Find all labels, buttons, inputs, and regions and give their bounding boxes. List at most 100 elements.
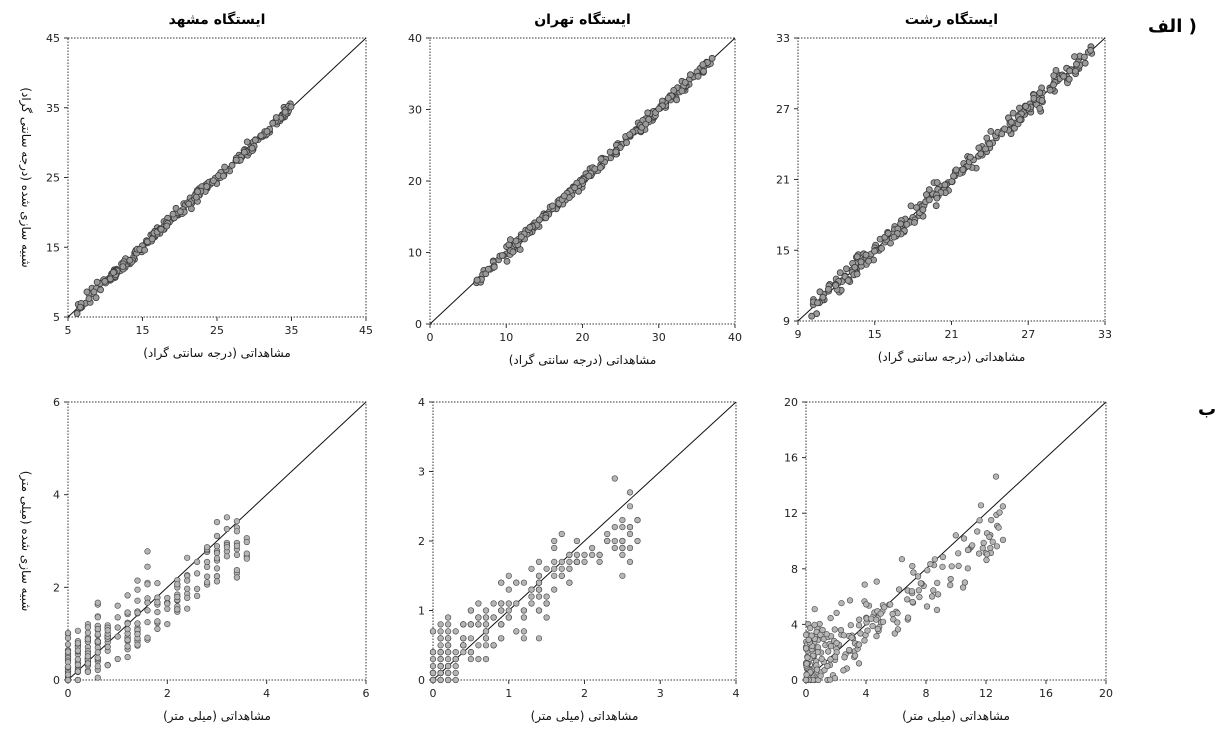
- data-point: [213, 565, 221, 572]
- data-point: [452, 669, 459, 677]
- data-point: [144, 599, 151, 606]
- data-point: [535, 635, 543, 642]
- data-point: [805, 636, 812, 644]
- data-point: [1011, 124, 1018, 132]
- x-axis-label: مشاهداتی (درجه سانتی گراد): [143, 346, 291, 361]
- data-point: [566, 551, 573, 559]
- data-point: [1073, 60, 1080, 68]
- data-point: [445, 621, 452, 628]
- data-point: [134, 609, 141, 616]
- data-point: [503, 257, 511, 265]
- data-point: [90, 288, 98, 296]
- data-point: [223, 525, 230, 533]
- y-tick-label: 8: [791, 563, 798, 576]
- y-tick-label: 15: [46, 241, 60, 254]
- y-tick-label: 30: [408, 104, 422, 117]
- data-point: [1030, 95, 1038, 102]
- data-point: [982, 145, 989, 153]
- data-point: [154, 580, 161, 587]
- data-point: [154, 608, 161, 616]
- x-tick-label: 33: [1098, 328, 1112, 341]
- data-point: [473, 276, 481, 284]
- data-point: [184, 605, 191, 612]
- data-point: [445, 642, 452, 649]
- y-tick-label: 0: [415, 318, 422, 331]
- data-point: [915, 587, 922, 594]
- data-point: [204, 558, 211, 566]
- data-point: [467, 607, 475, 614]
- data-point: [596, 558, 603, 566]
- data-point: [818, 655, 825, 663]
- data-point: [1081, 59, 1089, 67]
- y-tick-label: 4: [791, 618, 798, 631]
- data-point: [939, 553, 947, 561]
- panel-2: 0 10 20 30 40 0 10 20 30 40 ایستگاه تهران مشاهداتی …: [408, 11, 742, 368]
- data-point: [543, 593, 550, 600]
- data-point: [85, 295, 93, 303]
- data-point: [952, 166, 960, 174]
- x-tick-label: 2: [164, 687, 171, 700]
- data-point: [445, 676, 452, 684]
- data-point: [445, 655, 452, 663]
- data-point: [124, 643, 131, 650]
- data-point: [498, 579, 505, 586]
- y-tick-label: 20: [784, 396, 798, 409]
- y-tick-label: 25: [46, 172, 60, 185]
- y-tick-label: 5: [53, 311, 60, 324]
- data-point: [817, 631, 824, 639]
- data-point: [520, 628, 528, 635]
- data-point: [437, 655, 444, 663]
- x-tick-label: 0: [430, 687, 437, 700]
- data-point: [74, 668, 81, 675]
- data-point: [573, 558, 581, 566]
- data-point: [269, 119, 277, 127]
- data-point: [528, 565, 535, 572]
- data-point: [74, 656, 81, 663]
- data-point: [964, 546, 972, 554]
- data-point: [154, 625, 161, 633]
- data-point: [910, 569, 917, 576]
- data-point: [986, 140, 993, 148]
- data-point: [1065, 75, 1073, 83]
- data-point: [887, 601, 894, 608]
- data-point: [1038, 97, 1046, 104]
- data-point: [101, 277, 109, 285]
- data-point: [204, 573, 211, 580]
- data-point: [506, 236, 514, 244]
- data-point: [975, 144, 983, 152]
- data-point: [895, 586, 903, 593]
- data-point: [619, 544, 626, 552]
- data-point: [591, 165, 599, 173]
- data-point: [482, 614, 490, 621]
- row-label-b: ب ): [1198, 399, 1224, 420]
- data-point: [452, 649, 459, 656]
- data-point: [961, 579, 969, 586]
- data-point: [673, 96, 680, 104]
- data-point: [251, 136, 259, 144]
- data-point: [144, 563, 151, 570]
- data-point: [184, 577, 191, 584]
- data-point: [233, 574, 240, 581]
- data-point: [204, 544, 211, 551]
- x-axis-label: مشاهداتی (میلی متر): [163, 709, 271, 724]
- data-point: [924, 567, 931, 574]
- data-point: [881, 604, 888, 611]
- data-point: [862, 251, 870, 259]
- data-point: [626, 131, 634, 139]
- data-point: [228, 161, 236, 169]
- data-point: [94, 674, 101, 681]
- data-point: [114, 655, 121, 663]
- data-point: [512, 237, 520, 245]
- data-point: [597, 155, 605, 163]
- data-point: [498, 607, 505, 614]
- data-point: [1007, 118, 1015, 126]
- data-point: [429, 662, 437, 670]
- data-point: [873, 578, 880, 585]
- data-point: [865, 257, 872, 265]
- data-point: [808, 312, 816, 320]
- data-point: [802, 631, 810, 639]
- data-point: [233, 518, 240, 525]
- data-point: [1081, 53, 1088, 61]
- data-point: [566, 558, 573, 566]
- y-tick-label: 12: [784, 507, 798, 520]
